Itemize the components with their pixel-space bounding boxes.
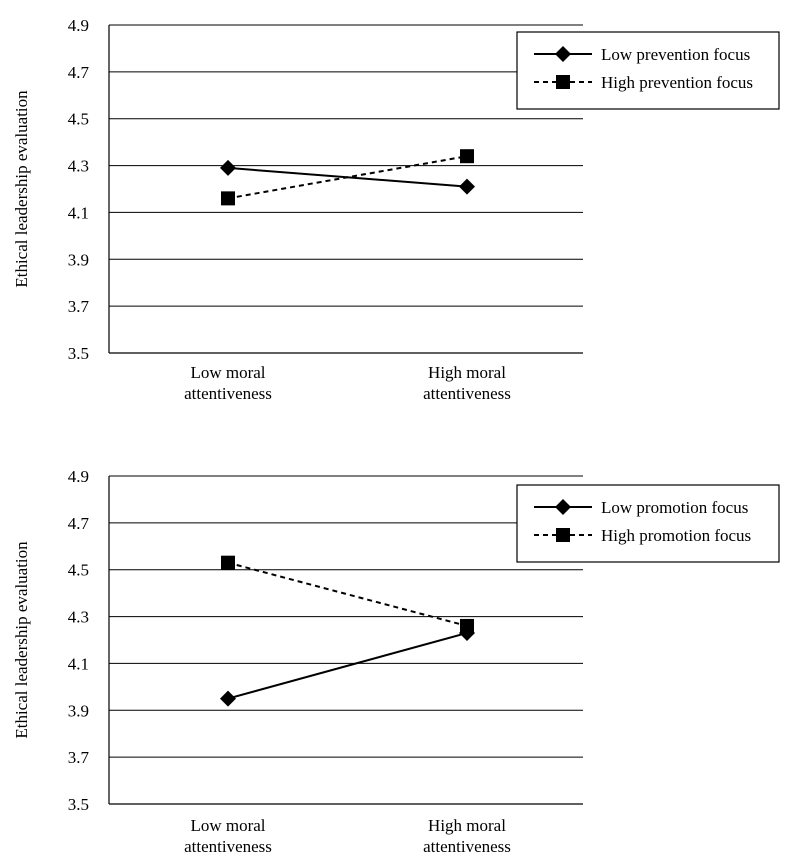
data-point-square (221, 555, 235, 570)
y-tick-label: 3.7 (68, 297, 90, 316)
y-tick-label: 3.5 (68, 344, 89, 363)
legend-box (516, 484, 780, 563)
chart-1: 3.5 3.7 3.9 4.1 4.3 4.5 4.7 4.9 Ethical leadersh… (12, 16, 780, 403)
series-line-1 (227, 632, 468, 700)
y-tick-label: 4.7 (68, 63, 90, 82)
x-tick-label: High moral attentiveness (423, 363, 511, 403)
data-point-diamond (220, 159, 236, 176)
x-tick-label: Low moral attentiveness (184, 816, 272, 856)
legend: Low promotion focus High promotion focus (516, 484, 780, 563)
y-tick-label: 3.5 (68, 795, 89, 814)
y-tick-label: 3.9 (68, 701, 89, 720)
legend-marker-diamond (555, 46, 571, 62)
data-point-square (221, 191, 235, 206)
y-tick-label: 4.5 (68, 110, 89, 129)
legend-label: High prevention focus (601, 73, 753, 92)
legend-label: Low prevention focus (601, 45, 750, 64)
y-axis-label: Ethical leadership evaluation (12, 90, 31, 288)
y-axis-label: Ethical leadership evaluation (12, 541, 31, 739)
y-tick-label: 4.1 (68, 203, 89, 222)
series-line-2 (227, 155, 468, 200)
y-tick-label: 3.9 (68, 250, 89, 269)
y-tick-label: 4.9 (68, 467, 89, 486)
data-point-square (460, 618, 474, 633)
x-tick-label: Low moral attentiveness (184, 363, 272, 403)
data-point-square (460, 149, 474, 164)
y-tick-label: 3.7 (68, 748, 90, 767)
legend-label: Low promotion focus (601, 498, 748, 517)
legend-label: High promotion focus (601, 526, 751, 545)
x-tick-label: High moral attentiveness (423, 816, 511, 856)
y-tick-label: 4.9 (68, 16, 89, 35)
legend-marker-square (556, 75, 570, 89)
y-tick-label: 4.3 (68, 608, 89, 627)
chart-2: 3.5 3.7 3.9 4.1 4.3 4.5 4.7 4.9 Ethical leadersh… (12, 467, 780, 856)
y-tick-label: 4.5 (68, 561, 89, 580)
y-tick-label: 4.3 (68, 157, 89, 176)
data-point-diamond (220, 690, 236, 707)
legend-marker-square (556, 528, 570, 542)
y-tick-label: 4.7 (68, 514, 90, 533)
legend-marker-diamond (555, 499, 571, 515)
data-point-diamond (459, 178, 475, 195)
y-tick-label: 4.1 (68, 654, 89, 673)
legend: Low prevention focus High prevention focu… (516, 31, 780, 110)
legend-box (516, 31, 780, 110)
